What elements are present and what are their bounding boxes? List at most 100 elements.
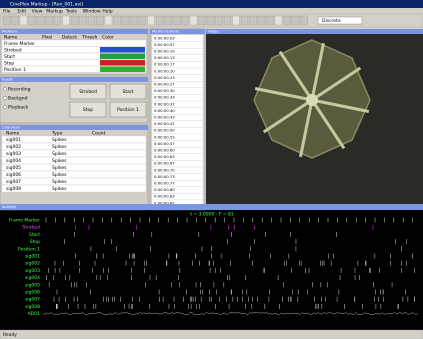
toolbar-button[interactable] [71, 16, 78, 25]
event-time: 0:00:00.23 [154, 75, 175, 80]
table-row [2, 143, 146, 150]
channel-cell: Spikes [52, 137, 67, 143]
toolbar-button[interactable] [165, 16, 172, 25]
channel-cell: Spikes [52, 158, 67, 164]
event-time: 0:00:00.67 [154, 161, 175, 166]
toolbar-button[interactable] [267, 16, 274, 25]
toolbar-button[interactable] [139, 16, 146, 25]
toolbar-button[interactable] [20, 16, 27, 25]
toolbar-button[interactable] [292, 16, 299, 25]
column-header: Pixel [42, 35, 52, 41]
toolbar-button[interactable] [250, 16, 257, 25]
panel-caption [0, 77, 148, 82]
toolbar-button[interactable] [148, 16, 155, 25]
event-time: 0:00:00.47 [154, 121, 175, 126]
toolbar-button[interactable] [224, 16, 231, 25]
toolbar-button[interactable] [216, 16, 223, 25]
panel-title: Channels [2, 125, 20, 130]
channel-cell: Spikes [52, 186, 67, 192]
marker-color [100, 60, 145, 66]
toolbar-button[interactable] [156, 16, 163, 25]
toolbar-button[interactable] [284, 16, 291, 25]
menu-item[interactable]: Help [102, 9, 112, 15]
toolbar-button[interactable] [122, 16, 129, 25]
toolbar-button[interactable] [114, 16, 121, 25]
toolbar-button[interactable] [97, 16, 104, 25]
raster-label: sig008 [25, 304, 40, 310]
menu-item[interactable]: Markup [46, 9, 63, 15]
toolbar-button[interactable] [3, 16, 10, 25]
marker-name: Strobed [4, 47, 22, 53]
event-time: 0:00:00.37 [154, 101, 175, 106]
toolbar-button[interactable] [63, 16, 70, 25]
event-time: 0:00:00.73 [154, 174, 175, 179]
toolbar-button[interactable] [105, 16, 112, 25]
toolbar-button[interactable] [131, 16, 138, 25]
toolbar-button[interactable] [207, 16, 214, 25]
menu-item[interactable]: Tools [65, 9, 78, 15]
toolbar-button[interactable] [54, 16, 61, 25]
app-window: CinePlex Markup - [Run_001.avi] Discrete… [0, 0, 423, 339]
menu-item[interactable]: Window [83, 9, 101, 15]
toolbar-button[interactable] [275, 16, 282, 25]
column-header: Name [4, 35, 18, 41]
channel-cell: Spikes [52, 179, 67, 185]
menu-item[interactable]: File [3, 9, 11, 15]
button-label: Start [123, 89, 134, 95]
raster-label: sig007 [25, 297, 40, 303]
marker-name: Stop [4, 60, 14, 66]
toolbar-button[interactable] [88, 16, 95, 25]
toolbar-button[interactable] [173, 16, 180, 25]
raster-label: Frame Marker [9, 218, 40, 224]
button-label: Position 1 [117, 107, 139, 113]
radio[interactable] [3, 96, 6, 99]
column-header: Count [92, 131, 106, 137]
toolbar-button[interactable] [301, 16, 308, 25]
event-time: 0:00:00.53 [154, 134, 175, 139]
window-title: CinePlex Markup - [Run_001.avi] [10, 2, 83, 8]
toolbar-button[interactable] [199, 16, 206, 25]
table-row [2, 164, 146, 171]
toolbar-button[interactable] [241, 16, 248, 25]
event-time: 0:00:00.60 [154, 148, 175, 153]
button-label: Stop [83, 107, 93, 113]
column-header: Type [51, 131, 63, 137]
menu-item[interactable]: View [32, 9, 43, 15]
table-row [2, 171, 146, 178]
toolbar-button[interactable] [29, 16, 36, 25]
radio[interactable] [3, 105, 6, 108]
event-time: 0:00:00.27 [154, 82, 175, 87]
toolbar-button[interactable] [190, 16, 197, 25]
channel-cell: Spikes [52, 165, 67, 171]
column-header: Thresh [81, 35, 97, 41]
toolbar-button[interactable] [80, 16, 87, 25]
event-time: 0:00:00.03 [154, 35, 175, 40]
status-bar [0, 330, 423, 339]
channel-cell: Spikes [52, 172, 67, 178]
event-time: 0:00:00.80 [154, 187, 175, 192]
raster-label: Position 1 [18, 246, 40, 252]
radio-label: Backgnd [8, 96, 28, 102]
table-row [2, 178, 146, 185]
marker-name: Position 1 [4, 67, 26, 73]
event-time: 0:00:00.77 [154, 181, 175, 186]
panel-caption [0, 29, 148, 34]
toolbar-button[interactable] [258, 16, 265, 25]
menu-item[interactable]: Edit [17, 9, 26, 15]
toolbar-button[interactable] [233, 16, 240, 25]
event-time: 0:00:00.43 [154, 115, 175, 120]
event-time: 0:00:00.17 [154, 62, 175, 67]
raster-header: t = 3.0000 - F = 81 [190, 212, 234, 218]
column-header: Detect [62, 35, 77, 41]
table-row [2, 185, 146, 192]
raster-label: sig004 [25, 275, 40, 281]
column-header: Color [102, 35, 114, 41]
panel-caption [0, 204, 423, 210]
channel-cell: sig008 [6, 186, 21, 192]
radio[interactable] [3, 87, 6, 90]
toolbar-button[interactable] [37, 16, 44, 25]
toolbar-button[interactable] [182, 16, 189, 25]
toolbar-button[interactable] [12, 16, 19, 25]
event-time: 0:00:00.83 [154, 194, 175, 199]
toolbar-button[interactable] [46, 16, 53, 25]
